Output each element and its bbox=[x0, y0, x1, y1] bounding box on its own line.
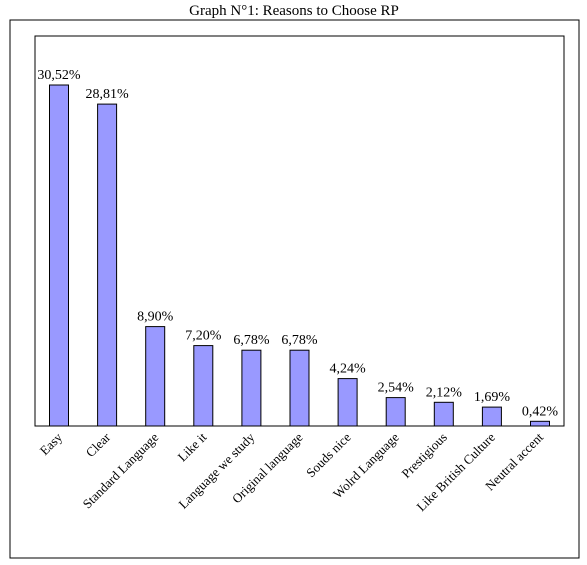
value-labels-layer: 30,52% 28,81% 8,90% 7,20% 6,78% 6,78% 4,24% 2,5… bbox=[37, 68, 558, 419]
bar bbox=[337, 378, 358, 427]
data-label: 6,78% bbox=[281, 333, 318, 348]
bar bbox=[241, 349, 262, 427]
data-label: 8,90% bbox=[137, 310, 174, 325]
bar bbox=[530, 420, 550, 427]
data-label: 1,69% bbox=[474, 390, 511, 405]
data-label: 7,20% bbox=[185, 329, 222, 344]
data-label: 2,54% bbox=[378, 381, 415, 396]
data-label: 28,81% bbox=[86, 87, 130, 102]
data-label: 4,24% bbox=[330, 362, 367, 377]
bar bbox=[481, 406, 502, 427]
data-label: 6,78% bbox=[233, 333, 270, 348]
data-label: 0,42% bbox=[522, 404, 559, 419]
bar bbox=[433, 401, 454, 427]
bar bbox=[193, 345, 214, 427]
bars-layer bbox=[49, 84, 550, 427]
data-label: 2,12% bbox=[426, 385, 463, 400]
bar bbox=[385, 397, 406, 427]
chart-title: Graph N°1: Reasons to Choose RP bbox=[189, 3, 399, 19]
bar bbox=[145, 326, 166, 427]
bar bbox=[289, 349, 310, 427]
bar bbox=[97, 103, 118, 427]
bar bbox=[49, 84, 69, 427]
data-label: 30,52% bbox=[37, 68, 81, 83]
